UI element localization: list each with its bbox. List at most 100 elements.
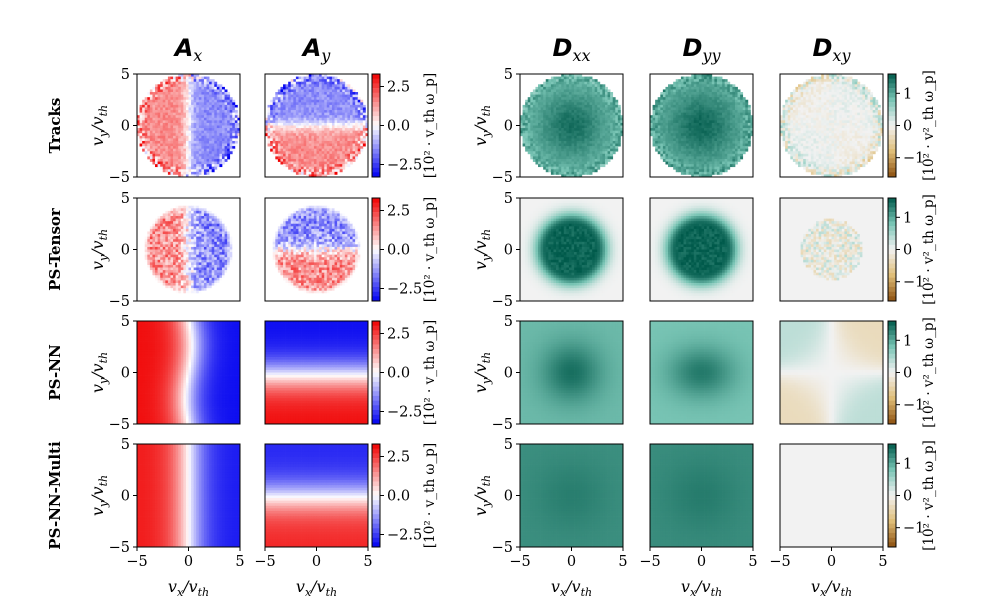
x-tick-label: −5 <box>769 554 790 570</box>
colorbar-A-ps_tensor: 2.50.0−2.5 [10² · v_th ω_p] <box>372 197 438 302</box>
y-axis-label: vy/vth <box>88 105 110 146</box>
y-axis-label: vy/vth <box>88 475 110 516</box>
row-label-tracks: Tracks <box>46 98 64 154</box>
colorbar-tick-label: 0 <box>903 489 912 505</box>
column-title-Dxy: Dxy <box>813 34 852 65</box>
panel-ps_tensor-Dyy <box>650 198 753 301</box>
y-tick-label: −5 <box>492 170 513 186</box>
colorbar-tick-label: 0.0 <box>387 119 410 135</box>
colorbar-D-tracks: 10−1[10² · v²_th ω_p] <box>888 70 937 181</box>
colorbar-D-ps_nn_multi: 10−1[10² · v²_th ω_p] <box>888 440 937 551</box>
x-tick-label: 5 <box>748 554 757 570</box>
y-tick-label: 5 <box>504 67 513 83</box>
y-axis-label: vy/vth <box>471 229 493 270</box>
colorbar-D-ps_nn: 10−1[10² · v²_th ω_p] <box>888 317 937 428</box>
y-axis-label: vy/vth <box>88 229 110 270</box>
row-label-ps_nn_multi: PS-NN-Multi <box>46 441 64 550</box>
figure: Ax Ay Dxx Dyy Dxy Tracks PS-Tensor PS-NN PS-NN-… <box>0 0 996 613</box>
colorbar-A-ps_nn: 2.5 0.0 −2.5 [10² · v_th ω_p] <box>372 320 438 425</box>
x-tick-label: 0 <box>184 554 193 570</box>
panel-tracks-Dxx: −5 0 5 vy/vth <box>471 67 623 186</box>
x-tick-label: 5 <box>363 554 372 570</box>
column-title-Ax: Ax <box>173 34 203 65</box>
colorbar-D-ps_tensor: 10−1[10² · v²_th ω_p] <box>888 194 937 305</box>
colorbar-tick-label: 2.5 <box>387 79 410 95</box>
y-tick-label: −5 <box>492 417 513 433</box>
x-tick-label: 0 <box>567 554 576 570</box>
colorbar-tick-label: −2.5 <box>387 282 422 298</box>
y-tick-label: 5 <box>504 437 513 453</box>
column-title-Ay: Ay <box>301 34 332 65</box>
x-tick-label: 5 <box>878 554 887 570</box>
column-title-Dxx: Dxx <box>553 34 591 65</box>
colorbar-tick-label: 1 <box>903 333 912 349</box>
colorbar-A-tracks: 2.50.0−2.5 [10² · v_th ω_p] <box>372 73 438 178</box>
colorbar-label: [10² · v_th ω_p] <box>422 320 438 425</box>
panel-ps_tensor-Ay <box>265 198 368 301</box>
x-tick-label: 0 <box>697 554 706 570</box>
y-tick-label: 5 <box>504 314 513 330</box>
panel-ps_nn-Dxy <box>780 321 883 424</box>
panel-ps_nn_multi-Dyy: −5 0 5 vx/vth <box>639 444 757 599</box>
colorbar-tick-label: 2.5 <box>387 449 410 465</box>
colorbar-label: [10² · v²_th ω_p] <box>921 70 937 181</box>
x-tick-label: 5 <box>618 554 627 570</box>
y-axis-label: vy/vth <box>471 475 493 516</box>
x-tick-label: −5 <box>126 554 147 570</box>
panel-tracks-Ay <box>265 74 368 177</box>
x-tick-label: 0 <box>312 554 321 570</box>
panel-ps_tensor-Dxy <box>780 198 883 301</box>
panel-tracks-Ax: −5 0 5 vy/vth <box>88 67 240 186</box>
colorbar-tick-label: −2.5 <box>387 405 422 421</box>
row-label-ps_tensor: PS-Tensor <box>46 207 64 291</box>
colorbar-tick-label: 2.5 <box>387 203 410 219</box>
y-tick-label: 5 <box>121 67 130 83</box>
colorbar-tick-label: 0 <box>903 119 912 135</box>
row-label-ps_nn: PS-NN <box>46 344 64 401</box>
colorbar-tick-label: 0.0 <box>387 489 410 505</box>
colorbar-label: [10² · v²_th ω_p] <box>921 440 937 551</box>
column-title-Dyy: Dyy <box>683 34 722 65</box>
colorbar-tick-label: 0 <box>903 243 912 259</box>
y-tick-label: 0 <box>504 119 513 135</box>
y-axis-label: vy/vth <box>471 105 493 146</box>
x-tick-label: 5 <box>235 554 244 570</box>
panel-tracks-Dxy <box>780 74 883 177</box>
y-tick-label: −5 <box>109 170 130 186</box>
colorbar-tick-label: 2.5 <box>387 326 410 342</box>
y-tick-label: 0 <box>121 119 130 135</box>
x-tick-label: 0 <box>827 554 836 570</box>
x-tick-label: −5 <box>509 554 530 570</box>
panel-ps_nn-Ay <box>265 321 368 424</box>
y-tick-label: −5 <box>109 294 130 310</box>
colorbar-tick-label: 1 <box>903 86 912 102</box>
panel-ps_tensor-Ax: −5 0 5 vy/vth <box>88 191 240 310</box>
x-axis-label: vx/vth <box>296 577 337 599</box>
panel-ps_nn_multi-Ay: −5 0 5 vx/vth <box>254 444 372 599</box>
y-tick-label: 0 <box>121 243 130 259</box>
y-tick-label: 0 <box>504 243 513 259</box>
x-axis-label: vx/vth <box>681 577 722 599</box>
x-tick-label: −5 <box>639 554 660 570</box>
colorbar-tick-label: 1 <box>903 456 912 472</box>
y-tick-label: 5 <box>121 314 130 330</box>
x-axis-label: vx/vth <box>811 577 852 599</box>
colorbar-A-ps_nn_multi: 2.5 0.0 −2.5 [10² · v_th ω_p] <box>372 443 438 548</box>
colorbar-tick-label: 0.0 <box>387 366 410 382</box>
panel-ps_nn-Dyy <box>650 321 753 424</box>
panel-tracks-Dyy <box>650 74 753 177</box>
y-tick-label: 5 <box>121 191 130 207</box>
colorbar-tick-label: −2.5 <box>387 528 422 544</box>
colorbar-tick-label: −2.5 <box>387 158 422 174</box>
y-tick-label: −5 <box>492 294 513 310</box>
colorbar-label: [10² · v_th ω_p] <box>422 443 438 548</box>
colorbar-label: [10² · v_th ω_p] <box>422 197 438 302</box>
panel-ps_tensor-Dxx: −5 0 5 vy/vth <box>471 191 623 310</box>
colorbar-tick-label: 0 <box>903 366 912 382</box>
x-tick-label: −5 <box>254 554 275 570</box>
panel-ps_nn_multi-Dxy: −5 0 5 vx/vth <box>769 444 887 599</box>
y-tick-label: 5 <box>504 191 513 207</box>
